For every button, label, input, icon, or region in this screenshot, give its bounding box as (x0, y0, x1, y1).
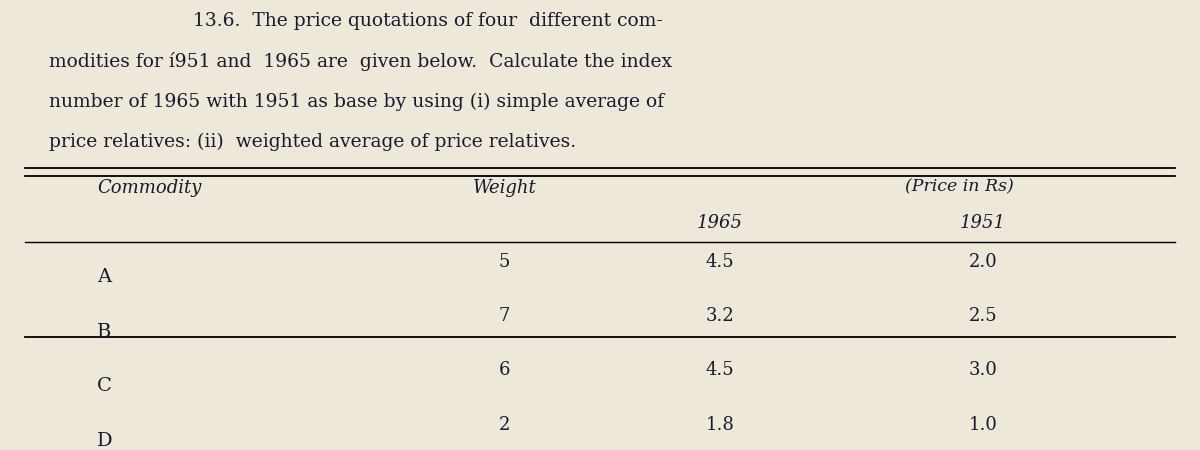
Text: D: D (97, 432, 113, 450)
Text: 4.5: 4.5 (706, 252, 734, 270)
Text: 5: 5 (498, 252, 510, 270)
Text: 4.5: 4.5 (706, 361, 734, 379)
Text: number of 1965 with 1951 as base by using (i) simple average of: number of 1965 with 1951 as base by usin… (49, 93, 665, 111)
Text: (Price in Rs): (Price in Rs) (905, 179, 1014, 196)
Text: B: B (97, 323, 112, 341)
Text: 1951: 1951 (960, 214, 1006, 232)
Text: modities for í951 and  1965 are  given below.  Calculate the index: modities for í951 and 1965 are given bel… (49, 52, 672, 71)
Text: 1.0: 1.0 (968, 416, 997, 434)
Text: 2: 2 (498, 416, 510, 434)
Text: C: C (97, 377, 112, 395)
Text: Commodity: Commodity (97, 179, 202, 197)
Text: Weight: Weight (473, 179, 536, 197)
Text: 13.6.  The price quotations of four  different com-: 13.6. The price quotations of four diffe… (193, 12, 662, 30)
Text: 7: 7 (498, 307, 510, 325)
Text: price relatives: (ii)  weighted average of price relatives.: price relatives: (ii) weighted average o… (49, 133, 576, 151)
Text: 2.5: 2.5 (968, 307, 997, 325)
Text: 6: 6 (498, 361, 510, 379)
Text: 2.0: 2.0 (968, 252, 997, 270)
Text: A: A (97, 268, 112, 286)
Text: 1965: 1965 (697, 214, 743, 232)
Text: 1.8: 1.8 (706, 416, 734, 434)
Text: 3.2: 3.2 (706, 307, 734, 325)
Text: 3.0: 3.0 (968, 361, 997, 379)
